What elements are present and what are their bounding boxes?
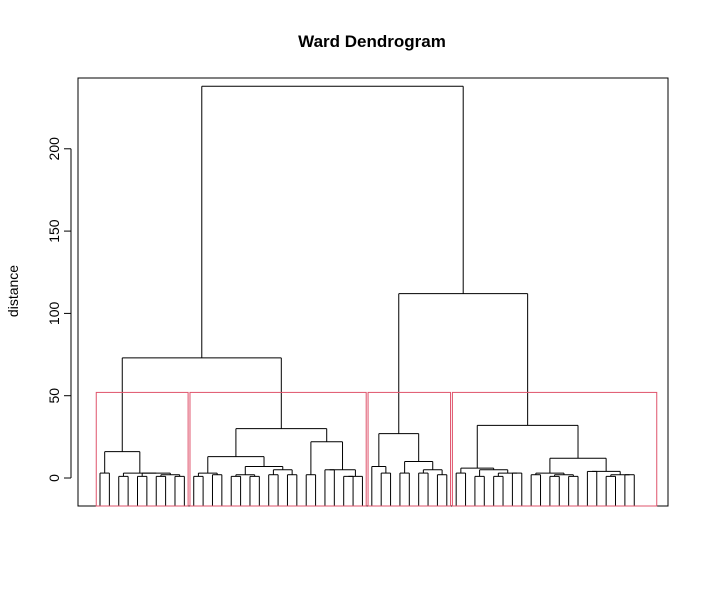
y-tick-label: 50	[46, 388, 62, 404]
y-axis-label: distance	[5, 265, 21, 317]
y-tick-label: 0	[46, 474, 62, 482]
cluster-box	[189, 391, 367, 507]
y-axis: 0 50 100 150 200	[46, 137, 72, 482]
cluster-boxes	[95, 391, 658, 507]
cluster-box	[367, 391, 452, 507]
cluster-box	[95, 391, 189, 507]
dendrogram-branches	[99, 85, 635, 506]
cluster-box	[451, 391, 658, 507]
chart-title: Ward Dendrogram	[298, 32, 446, 51]
plot-frame	[77, 77, 669, 507]
y-tick-label: 150	[46, 219, 62, 243]
y-tick-label: 200	[46, 137, 62, 161]
y-tick-label: 100	[46, 302, 62, 326]
